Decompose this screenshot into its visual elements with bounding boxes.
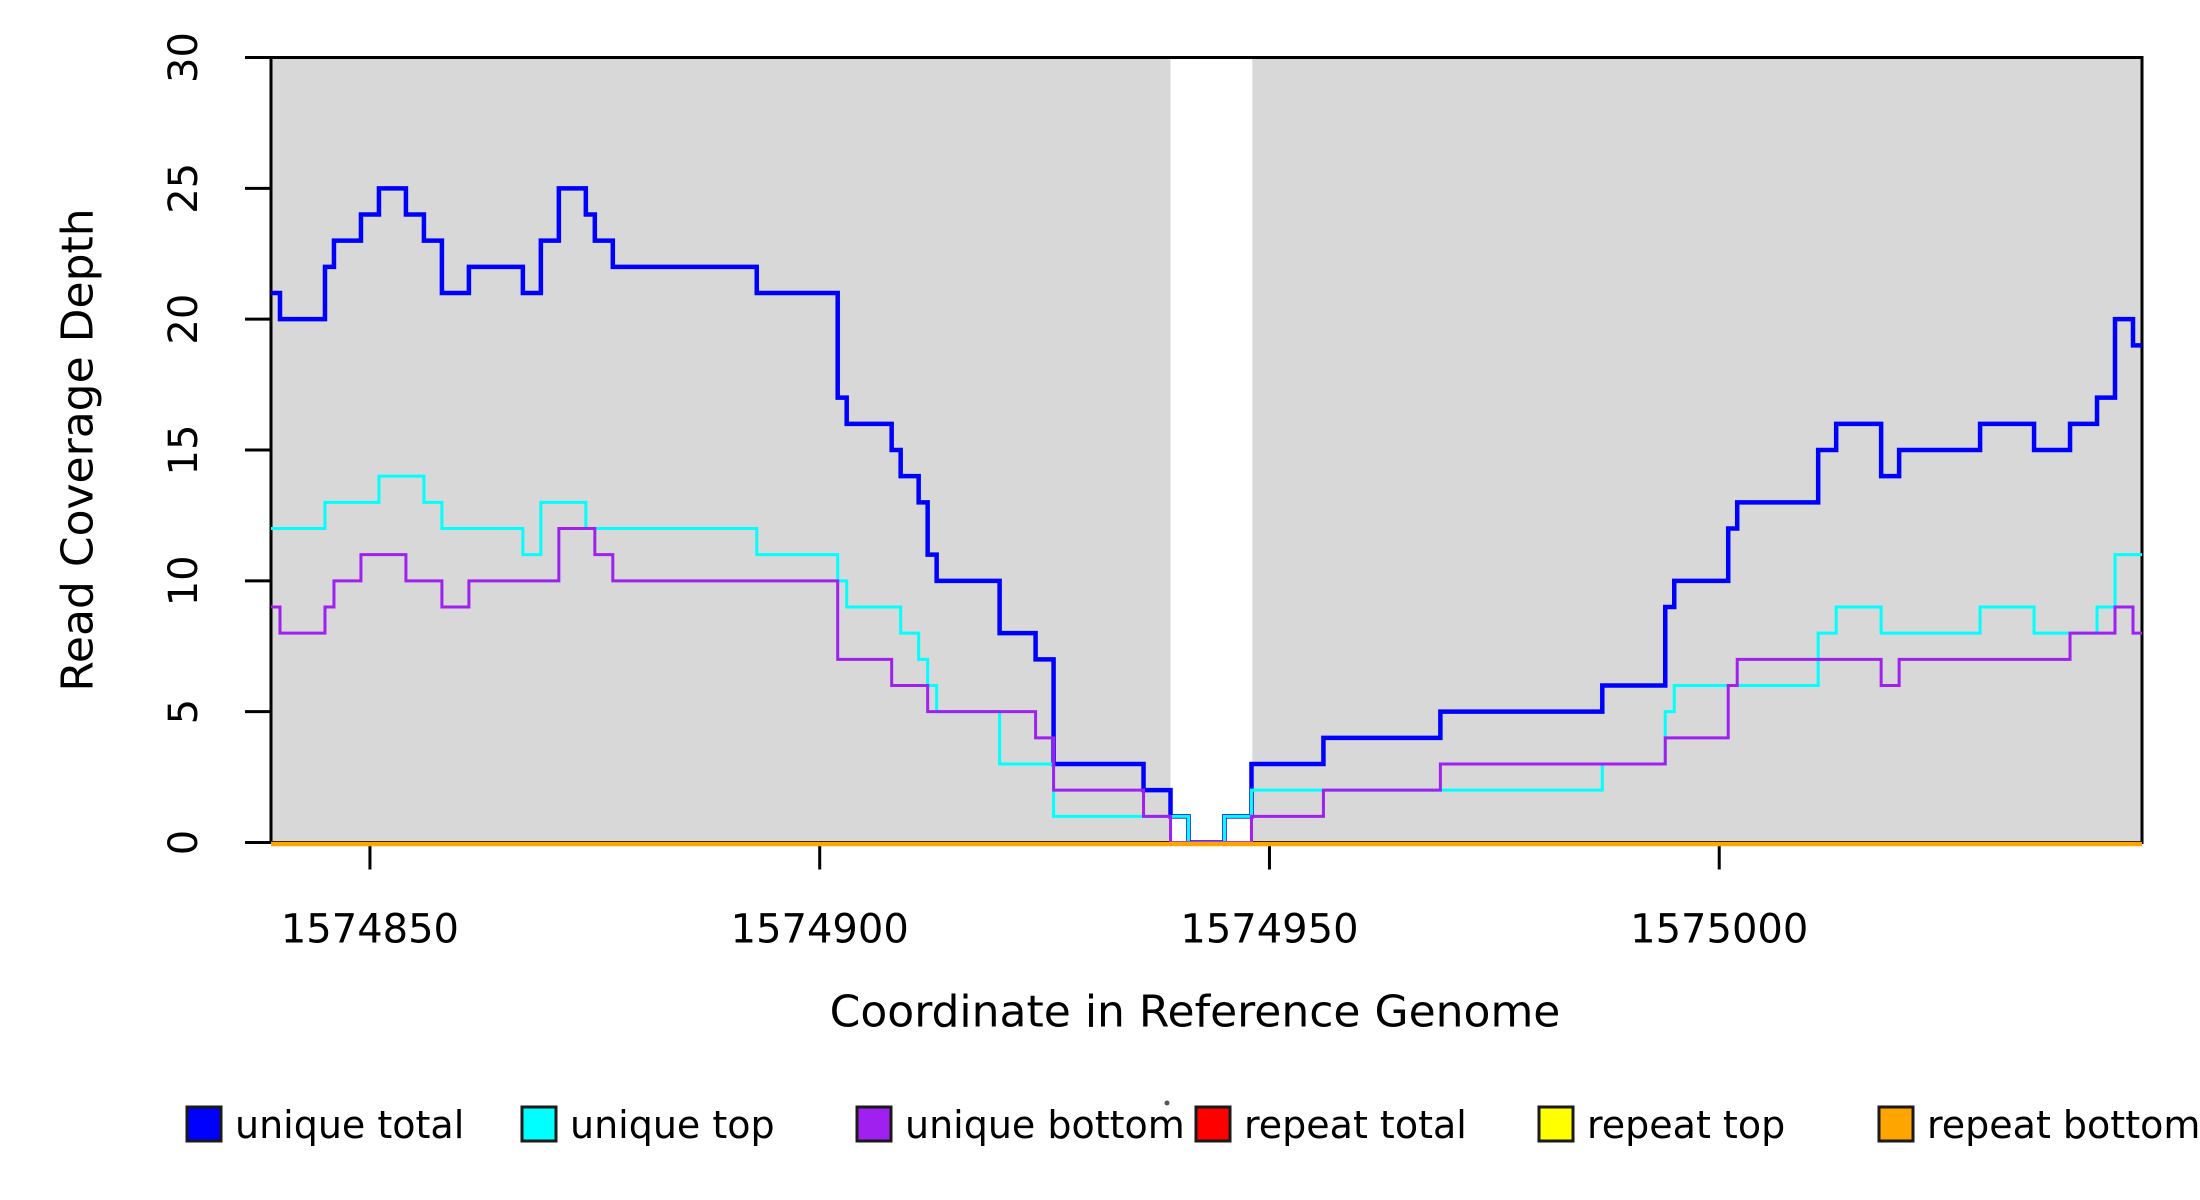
legend-swatch xyxy=(520,1105,558,1143)
y-axis-title: Read Coverage Depth xyxy=(52,208,104,692)
legend-swatch xyxy=(185,1105,223,1143)
legend: unique total unique top unique bottom repea… xyxy=(185,1103,2200,1147)
series-lines xyxy=(271,186,2142,847)
y-tick-label: 10 xyxy=(161,555,207,606)
y-tick-label: 20 xyxy=(161,294,207,345)
x-axis: 1574850 1574900 1574950 1575000 xyxy=(281,842,1808,953)
legend-swatch xyxy=(1537,1105,1575,1143)
legend-item: repeat top xyxy=(1537,1103,1785,1147)
legend-swatch xyxy=(1877,1105,1915,1143)
artifact-dot xyxy=(1164,1100,1170,1106)
legend-item: unique top xyxy=(520,1103,775,1147)
legend-label: unique bottom xyxy=(905,1103,1185,1147)
x-tick-label: 1574900 xyxy=(731,907,909,953)
y-tick-label: 15 xyxy=(161,425,207,476)
legend-item: repeat total xyxy=(1194,1103,1467,1147)
legend-item: repeat bottom xyxy=(1877,1103,2200,1147)
legend-label: repeat bottom xyxy=(1927,1103,2200,1147)
series-unique-bottom xyxy=(271,527,2142,844)
legend-item: unique bottom xyxy=(855,1103,1185,1147)
y-axis: 0 5 10 15 20 25 30 xyxy=(161,32,271,855)
series-unique-top xyxy=(271,474,2142,844)
y-tick-label: 5 xyxy=(161,699,207,724)
legend-label: repeat total xyxy=(1244,1103,1467,1147)
y-tick-label: 25 xyxy=(161,163,207,214)
plot-background xyxy=(271,57,2142,843)
legend-item: unique total xyxy=(185,1103,464,1147)
y-tick-label: 0 xyxy=(161,830,207,855)
legend-label: unique total xyxy=(235,1103,464,1147)
series-unique-total xyxy=(271,186,2142,845)
legend-swatch xyxy=(855,1105,893,1143)
shaded-region xyxy=(1252,57,2142,843)
x-axis-title: Coordinate in Reference Genome xyxy=(829,986,1561,1038)
y-tick-label: 30 xyxy=(161,32,207,83)
legend-label: unique top xyxy=(570,1103,775,1147)
legend-swatch xyxy=(1194,1105,1232,1143)
x-tick-label: 1575000 xyxy=(1630,907,1808,953)
legend-label: repeat top xyxy=(1587,1103,1785,1147)
x-tick-label: 1574950 xyxy=(1180,907,1358,953)
x-tick-label: 1574850 xyxy=(281,907,459,953)
